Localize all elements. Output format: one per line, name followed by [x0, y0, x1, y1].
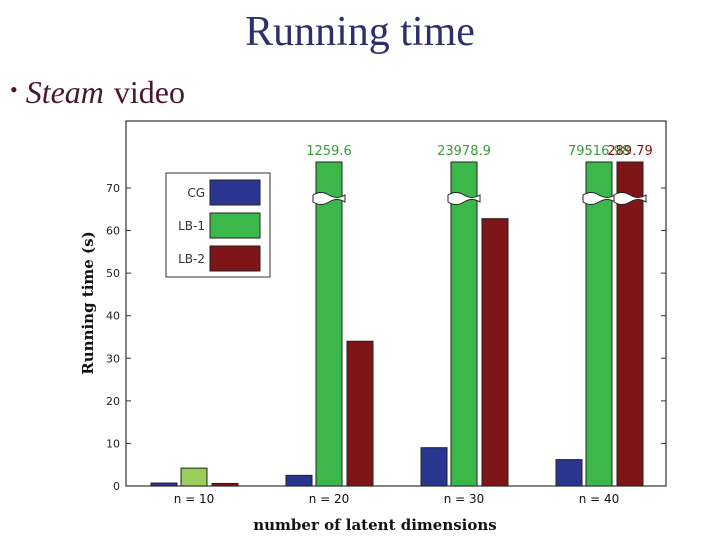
legend-swatch [209, 245, 261, 272]
y-tick-label: 70 [106, 182, 120, 195]
bar-cg [420, 447, 448, 487]
y-tick-label: 60 [106, 225, 120, 238]
x-category-label: n = 30 [444, 492, 485, 506]
bar-lb-1 [180, 467, 208, 487]
y-tick-label: 20 [106, 395, 120, 408]
legend-label: CG [187, 186, 205, 200]
bar-cg [285, 474, 313, 487]
x-category-label: n = 10 [174, 492, 215, 506]
x-category-label: n = 40 [579, 492, 620, 506]
y-tick-label: 50 [106, 267, 120, 280]
bar-lb-2 [481, 218, 509, 487]
bar-lb-1-broken [585, 161, 613, 487]
slide-title: Running time [245, 9, 475, 55]
bar-value-label: 1259.6 [306, 144, 352, 159]
legend-swatch [209, 212, 261, 239]
y-tick-label: 30 [106, 352, 120, 365]
bar-lb-2 [211, 482, 239, 487]
bar-value-label: 289.79 [607, 144, 653, 159]
plot-frame [125, 120, 667, 487]
axis-break-mark [447, 192, 481, 205]
bar-lb-2-broken [616, 161, 644, 487]
y-tick-label: 10 [106, 437, 120, 450]
y-tick-label: 0 [113, 480, 120, 493]
axis-break-mark [613, 192, 647, 205]
bar-value-label: 79516.98 [568, 144, 630, 159]
bar-value-label: 23978.9 [437, 144, 491, 159]
x-axis-label: number of latent dimensions [253, 516, 496, 534]
y-axis-label: Running time (s) [79, 231, 97, 374]
legend-label: LB-1 [178, 219, 205, 233]
legend-label: LB-2 [178, 252, 205, 266]
bar-cg [150, 482, 178, 487]
axis-break-mark [312, 192, 346, 205]
bar-lb-1-broken [450, 161, 478, 487]
bar-lb-2 [346, 340, 374, 487]
y-tick-label: 40 [106, 310, 120, 323]
bullet-italic-text: Steam [25, 74, 104, 110]
bullet-item: • Steam video [10, 74, 185, 111]
bullet-icon: • [10, 77, 18, 102]
x-category-label: n = 20 [309, 492, 350, 506]
legend-swatch [209, 179, 261, 206]
bar-lb-1-broken [315, 161, 343, 487]
bar-cg [555, 459, 583, 487]
bullet-text: video [113, 74, 185, 110]
